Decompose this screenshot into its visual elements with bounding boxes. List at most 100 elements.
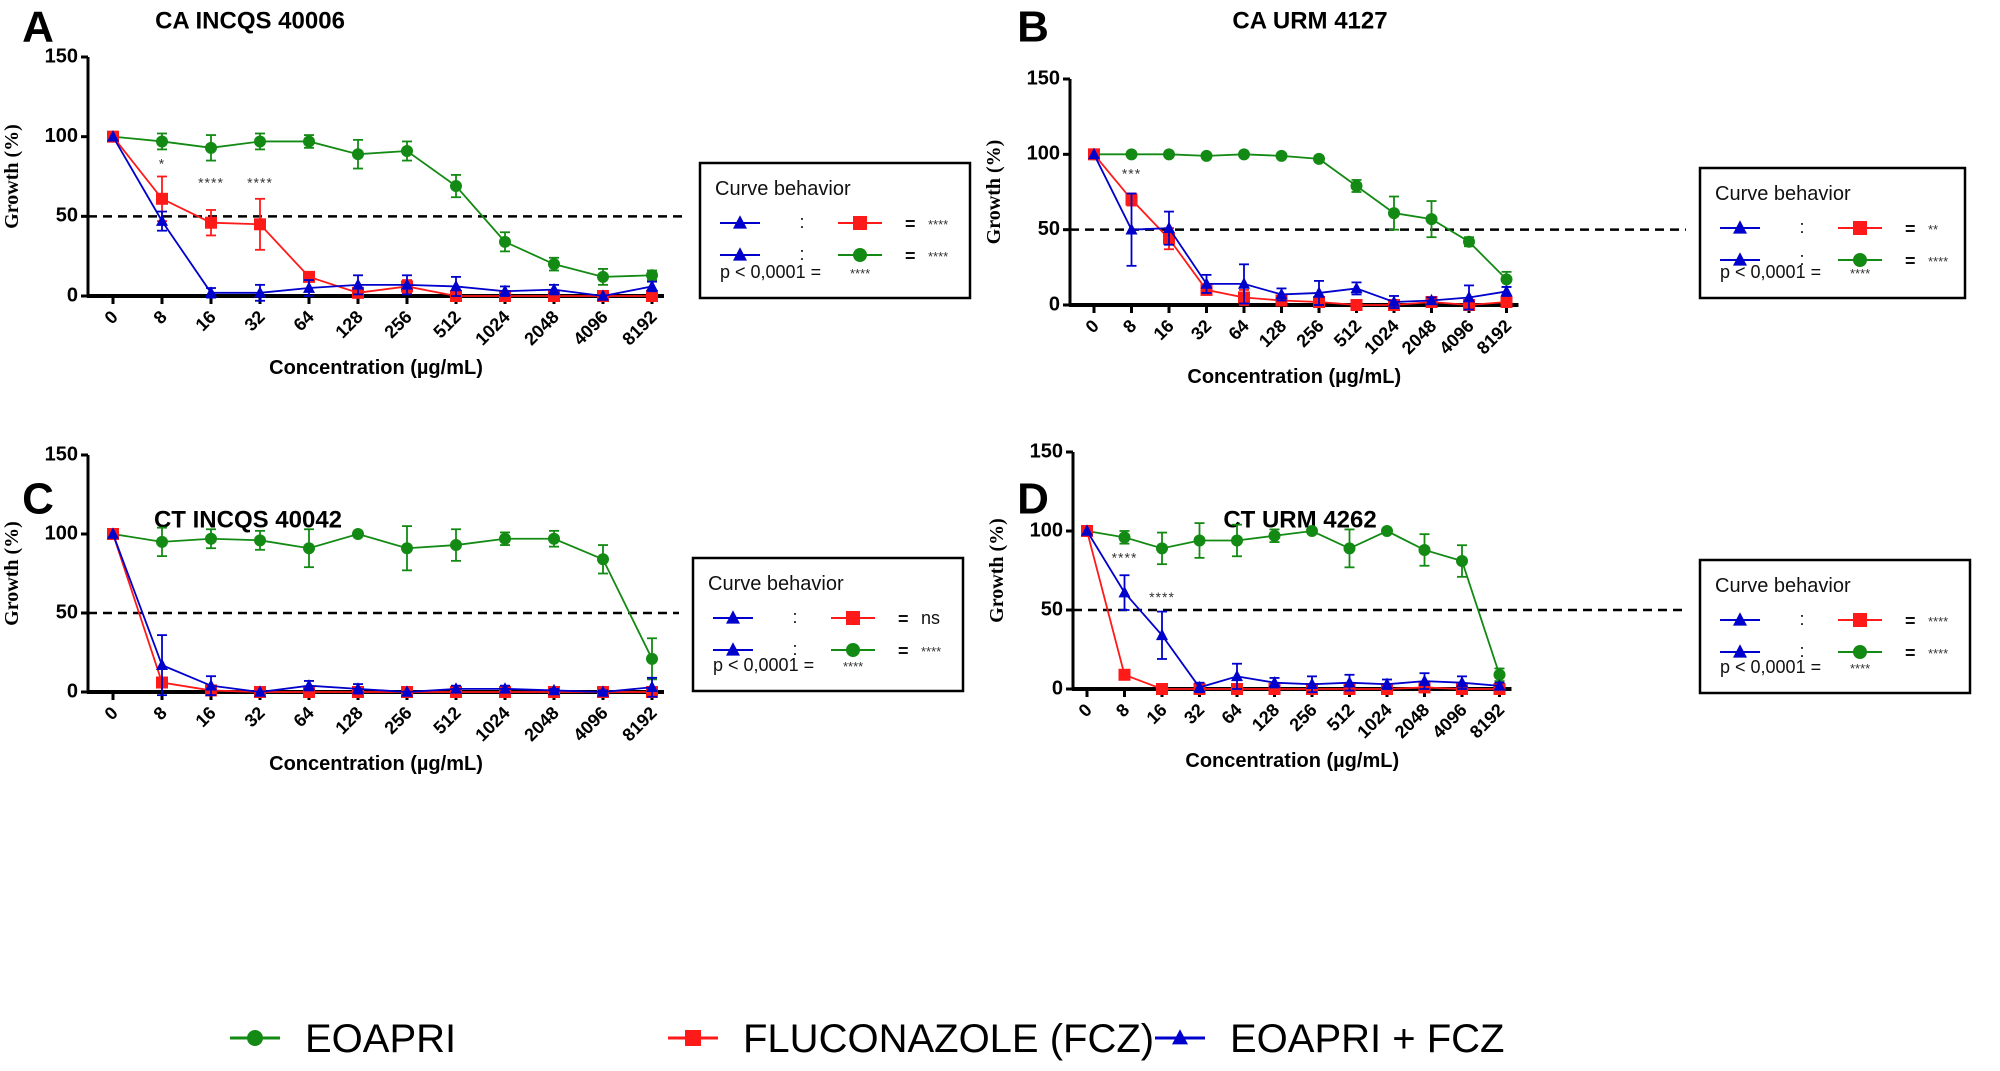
legend-marker-fcz <box>1853 613 1867 627</box>
x-tick-label: 2048 <box>520 703 562 745</box>
legend-marker-eoapri <box>1853 645 1867 659</box>
data-point <box>1268 529 1281 542</box>
data-point <box>548 683 560 696</box>
legend-marker-combo <box>733 247 747 261</box>
data-point <box>352 682 364 694</box>
colon: : <box>1799 609 1804 629</box>
equals: = <box>1905 251 1916 271</box>
data-point <box>1118 531 1131 544</box>
data-point <box>1163 148 1175 161</box>
legend-label: FLUCONAZOLE (FCZ) <box>743 1017 1154 1061</box>
legend-result: **** <box>928 217 948 232</box>
data-point <box>450 539 462 552</box>
data-point <box>1306 677 1318 690</box>
y-tick-label: 50 <box>56 601 78 623</box>
legend-item-combo: EOAPRI + FCZ <box>1155 1017 1505 1061</box>
series-line <box>1093 153 1507 303</box>
legend-box <box>691 556 965 693</box>
curve-behavior-legend: Curve behavior: = **: = **** p < 0,0001 = **** <box>1698 166 1967 300</box>
y-tick-label: 100 <box>45 522 78 544</box>
x-tick-label: 256 <box>380 307 415 342</box>
data-point <box>303 542 315 555</box>
data-point <box>254 685 266 697</box>
data-point <box>1493 668 1506 681</box>
x-tick-label: 64 <box>1225 316 1253 344</box>
bottom-legend: EOAPRI FLUCONAZOLE (FCZ) EOAPRI + FCZ <box>230 1017 1505 1061</box>
x-tick-label: 512 <box>429 703 464 738</box>
x-tick-label: 0 <box>1082 316 1103 337</box>
series-line <box>1094 153 1508 281</box>
data-point <box>1275 287 1288 300</box>
x-tick-label: 1024 <box>1360 316 1402 358</box>
data-point <box>107 130 119 142</box>
data-point <box>1456 555 1468 568</box>
panel-letter: B <box>1017 3 1049 52</box>
data-point <box>1350 281 1363 294</box>
x-tick-label: 4096 <box>1428 700 1470 742</box>
data-point <box>205 679 217 691</box>
series-line <box>112 136 653 297</box>
significance-annotation: **** <box>198 175 224 191</box>
data-point <box>597 553 609 566</box>
data-point <box>450 682 462 694</box>
colon: : <box>1799 217 1804 237</box>
data-point <box>107 527 119 539</box>
series-combo <box>1081 524 1506 694</box>
significance-annotation: **** <box>1149 589 1175 605</box>
legend-row: : = **** <box>1720 249 1948 271</box>
data-point <box>597 270 609 283</box>
legend-note-label: p < 0,0001 = <box>720 262 821 282</box>
y-tick-label: 150 <box>45 443 78 465</box>
data-point <box>205 286 217 298</box>
x-tick-label: 0 <box>1075 700 1096 721</box>
data-point <box>156 535 168 548</box>
data-point <box>156 658 168 670</box>
data-point <box>156 192 168 205</box>
data-point <box>548 532 560 545</box>
x-tick-label: 32 <box>241 703 269 731</box>
x-tick-label: 2048 <box>1391 700 1433 742</box>
colon: : <box>1799 641 1804 661</box>
data-point <box>1200 149 1213 162</box>
data-point <box>303 281 315 293</box>
data-point <box>1425 213 1438 226</box>
equals: = <box>1905 611 1916 631</box>
data-point <box>1388 295 1400 307</box>
legend-marker-combo <box>1733 612 1747 626</box>
x-tick-label: 16 <box>192 307 220 335</box>
data-point <box>548 283 560 295</box>
data-point <box>1231 534 1243 547</box>
series-line <box>1086 530 1500 689</box>
panel-letter: D <box>1017 475 1049 524</box>
data-point <box>1231 669 1243 682</box>
data-point <box>597 685 609 697</box>
series-line <box>1086 530 1501 676</box>
series-line <box>112 533 653 693</box>
series-line <box>112 533 652 693</box>
data-point <box>499 682 511 694</box>
x-axis-label: Concentration (µg/mL) <box>1185 750 1399 772</box>
legend-marker-combo <box>1733 644 1747 658</box>
colon: : <box>792 607 797 627</box>
x-tick-label: 8 <box>150 307 171 328</box>
x-tick-label: 64 <box>1218 700 1246 728</box>
legend-result: **** <box>928 249 948 264</box>
legend-row: : = **** <box>1720 609 1948 631</box>
x-tick-label: 1024 <box>471 703 513 745</box>
x-tick-label: 16 <box>1150 316 1178 344</box>
panel-letter: C <box>22 475 54 524</box>
x-tick-label: 8192 <box>618 703 660 745</box>
x-tick-label: 32 <box>1180 700 1208 728</box>
data-point <box>1500 284 1513 297</box>
x-tick-label: 0 <box>101 703 122 724</box>
data-point <box>254 135 266 148</box>
curve-behavior-legend: Curve behavior: = ****: = **** p < 0,0001 = **… <box>1698 558 1972 695</box>
y-axis-label: Growth (%) <box>1 521 23 626</box>
data-point <box>1156 628 1168 641</box>
y-tick-label: 0 <box>1052 677 1063 699</box>
y-tick-label: 0 <box>67 284 78 306</box>
y-tick-label: 0 <box>1049 293 1060 315</box>
data-point <box>352 148 364 161</box>
data-point <box>1081 524 1093 536</box>
